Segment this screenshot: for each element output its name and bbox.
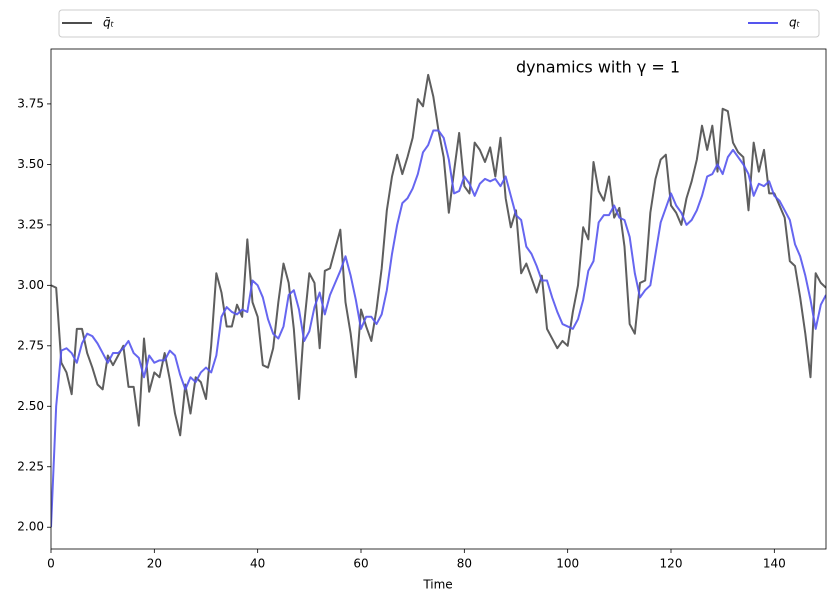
x-tick-label: 140 bbox=[763, 557, 786, 571]
x-tick-label: 40 bbox=[250, 557, 265, 571]
x-axis-label: Time bbox=[422, 578, 452, 592]
y-tick-label: 3.50 bbox=[17, 157, 44, 171]
legend-box bbox=[58, 9, 820, 38]
legend-label: qₜ bbox=[789, 16, 801, 30]
series-line bbox=[51, 129, 826, 528]
x-tick-label: 60 bbox=[353, 557, 368, 571]
y-tick-label: 3.00 bbox=[17, 278, 44, 292]
x-tick-label: 0 bbox=[47, 557, 55, 571]
y-tick-label: 2.75 bbox=[17, 338, 44, 352]
x-tick-label: 120 bbox=[660, 557, 683, 571]
x-tick-label: 80 bbox=[457, 557, 472, 571]
y-tick-label: 3.25 bbox=[17, 217, 44, 231]
y-tick-label: 2.25 bbox=[17, 459, 44, 473]
x-tick-label: 20 bbox=[147, 557, 162, 571]
annotation: dynamics with γ = 1 bbox=[516, 58, 680, 77]
y-tick-label: 2.00 bbox=[17, 520, 44, 534]
plot-frame bbox=[50, 48, 827, 550]
series-line bbox=[51, 73, 826, 437]
y-tick-label: 3.75 bbox=[17, 96, 44, 110]
legend-label: q̄ₜ bbox=[103, 16, 115, 30]
x-tick-label: 100 bbox=[556, 557, 579, 571]
y-tick-label: 2.50 bbox=[17, 399, 44, 413]
